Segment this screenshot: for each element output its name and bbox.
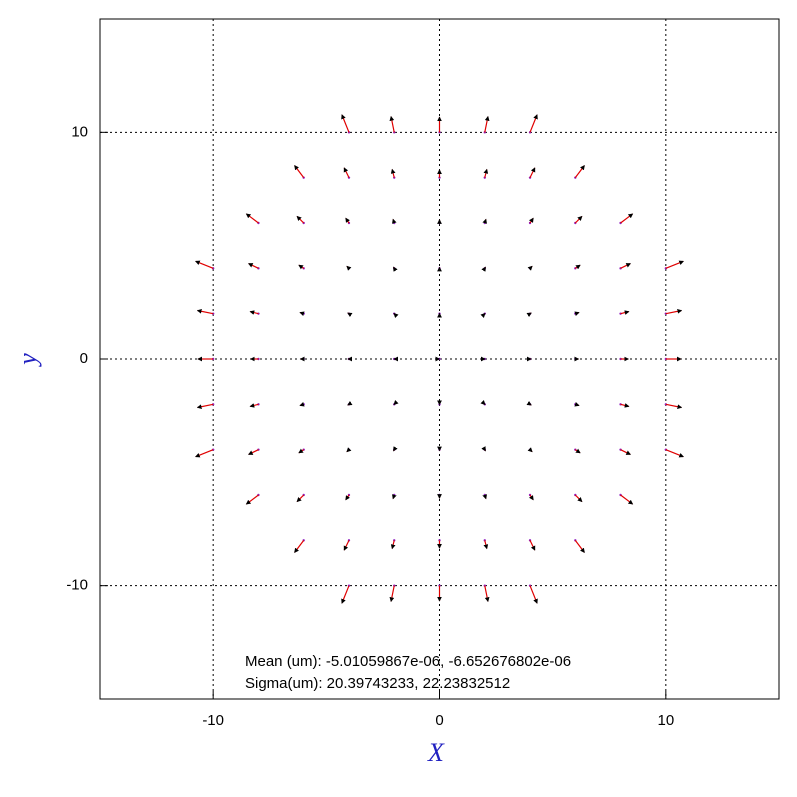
annotation: Sigma(um): 20.39743233, 22.23832512 — [245, 675, 510, 692]
arrow — [665, 260, 685, 269]
arrow — [345, 217, 351, 224]
arrow — [245, 213, 259, 224]
arrow — [345, 494, 351, 501]
x-axis-label: X — [427, 738, 445, 767]
arrow — [574, 494, 583, 503]
y-tick-label: 10 — [71, 123, 88, 140]
arrow — [299, 311, 305, 317]
x-tick-label: -10 — [202, 712, 224, 729]
arrow — [296, 215, 305, 224]
arrow — [526, 400, 532, 406]
arrow — [484, 115, 490, 133]
point — [438, 403, 441, 406]
arrow — [393, 446, 398, 452]
arrow — [389, 115, 395, 133]
arrow — [194, 260, 214, 269]
arrow — [665, 449, 685, 458]
arrow — [296, 494, 305, 503]
arrow — [392, 494, 397, 500]
y-tick-label: 0 — [80, 350, 88, 367]
point — [483, 403, 486, 406]
arrow — [341, 585, 350, 604]
arrow — [249, 310, 259, 315]
arrow — [247, 263, 259, 269]
x-tick-label: 10 — [657, 712, 674, 729]
arrow — [299, 401, 305, 407]
arrow — [529, 167, 536, 178]
arrow — [393, 266, 398, 272]
point — [438, 357, 441, 361]
y-axis-label: y — [13, 353, 42, 368]
arrow — [196, 308, 214, 315]
arrow — [294, 539, 305, 553]
arrow — [528, 217, 534, 224]
annotation: Mean (um): -5.01059867e-06, -6.652676802… — [245, 653, 571, 670]
arrow — [620, 213, 634, 224]
arrow — [392, 218, 397, 224]
arrow — [620, 263, 632, 269]
arrow — [294, 165, 305, 179]
arrow — [482, 218, 487, 224]
arrow — [194, 449, 214, 458]
y-tick-label: -10 — [66, 577, 88, 594]
arrow — [347, 400, 353, 406]
arrow — [529, 585, 538, 604]
arrow — [620, 449, 632, 455]
arrow — [484, 585, 490, 603]
arrow — [620, 494, 634, 505]
arrow — [574, 539, 585, 553]
arrow — [341, 114, 350, 133]
arrow — [620, 310, 630, 315]
arrow — [389, 585, 395, 603]
arrow — [528, 494, 534, 501]
arrow — [529, 114, 538, 133]
arrow — [483, 540, 489, 550]
arrow — [529, 540, 536, 551]
arrow — [343, 167, 350, 178]
arrow — [574, 264, 581, 270]
arrow — [347, 312, 353, 318]
arrow — [346, 265, 352, 271]
arrow — [526, 312, 532, 318]
arrow — [481, 266, 486, 272]
arrow — [574, 311, 580, 317]
arrow — [245, 494, 259, 505]
arrow — [247, 449, 259, 455]
arrow — [527, 447, 533, 453]
arrow — [482, 494, 487, 500]
arrow — [574, 215, 583, 224]
arrow — [346, 447, 352, 453]
arrow — [298, 448, 305, 454]
arrow — [390, 168, 396, 178]
arrow — [343, 540, 350, 551]
arrow — [620, 403, 630, 408]
arrow — [527, 265, 533, 271]
arrow — [574, 401, 580, 407]
arrow — [665, 308, 683, 315]
arrow — [665, 403, 683, 410]
arrow — [483, 168, 489, 178]
point — [393, 403, 396, 406]
x-tick-label: 0 — [435, 712, 443, 729]
arrow — [196, 403, 214, 410]
arrow — [249, 403, 259, 408]
arrow — [481, 446, 486, 452]
arrow — [574, 165, 585, 179]
arrow — [574, 448, 581, 454]
arrow — [298, 264, 305, 270]
arrow — [390, 540, 396, 550]
